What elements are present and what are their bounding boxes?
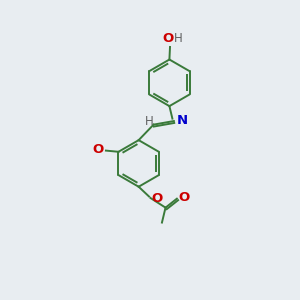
Text: O: O — [152, 192, 163, 205]
Text: H: H — [145, 115, 154, 128]
Text: O: O — [178, 191, 190, 204]
Text: O: O — [92, 143, 104, 156]
Text: H: H — [174, 32, 183, 45]
Text: N: N — [177, 114, 188, 127]
Text: O: O — [162, 32, 173, 45]
